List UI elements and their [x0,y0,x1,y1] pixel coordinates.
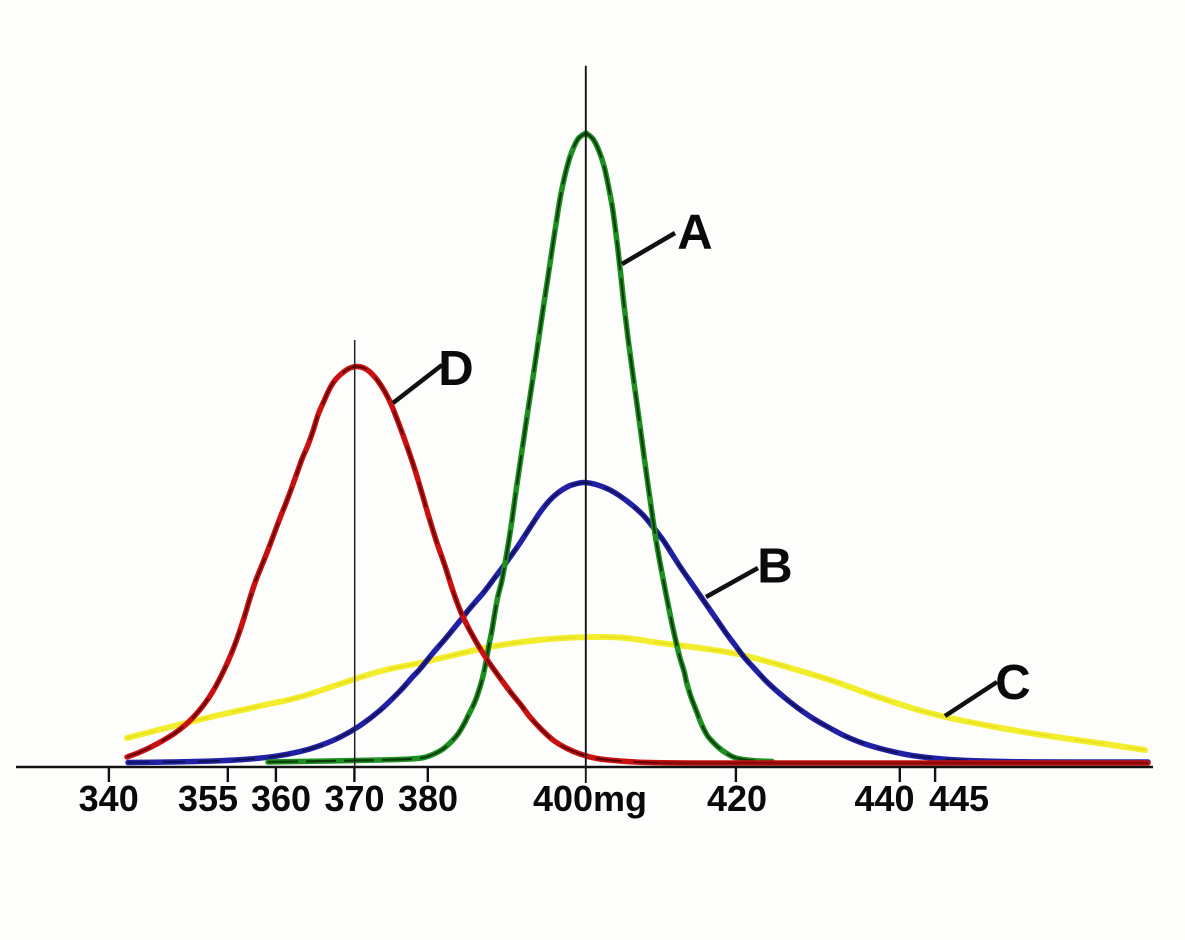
svg-text:400mg: 400mg [533,778,647,819]
svg-text:440: 440 [854,778,914,819]
svg-text:360: 360 [251,778,311,819]
svg-text:D: D [438,342,473,396]
svg-text:A: A [677,206,712,260]
svg-text:445: 445 [929,778,989,819]
svg-text:370: 370 [324,778,384,819]
svg-text:C: C [995,656,1030,710]
svg-text:B: B [757,540,792,594]
svg-text:340: 340 [79,778,139,819]
svg-text:420: 420 [707,778,767,819]
svg-text:380: 380 [398,778,458,819]
svg-text:355: 355 [178,778,238,819]
